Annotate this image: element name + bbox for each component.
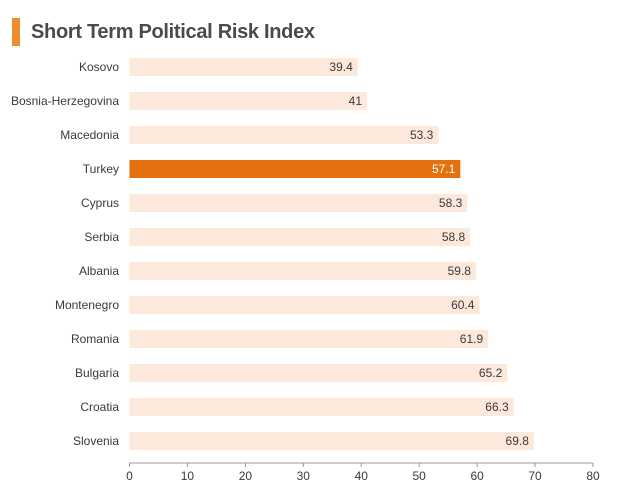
x-tick-label: 40 — [355, 469, 369, 483]
category-label: Slovenia — [73, 434, 119, 448]
x-tick-label: 50 — [413, 469, 427, 483]
x-tick-label: 70 — [528, 469, 542, 483]
bar-romania — [129, 330, 489, 348]
category-label: Serbia — [84, 230, 119, 244]
category-label: Albania — [79, 264, 119, 278]
bars-group — [129, 58, 534, 450]
value-labels: 39.4 41 53.3 57.1 58.3 58.8 59.8 60.4 61.9 65.2 66… — [329, 60, 529, 448]
category-label: Croatia — [80, 400, 119, 414]
category-label: Bulgaria — [75, 366, 119, 380]
data-label: 53.3 — [410, 128, 434, 142]
bar-turkey — [129, 160, 461, 178]
data-label: 58.3 — [439, 196, 463, 210]
category-label: Turkey — [83, 162, 119, 176]
category-label: Macedonia — [60, 128, 119, 142]
chart-title: Short Term Political Risk Index — [31, 21, 315, 43]
bar-serbia — [129, 228, 471, 246]
bar-macedonia — [129, 126, 439, 144]
x-tick-label: 60 — [470, 469, 484, 483]
x-tick-label: 30 — [297, 469, 311, 483]
data-label: 65.2 — [479, 366, 503, 380]
category-labels: Kosovo Bosnia-Herzegovina Macedonia Turkey C… — [11, 60, 119, 448]
bar-croatia — [129, 398, 514, 416]
category-label: Montenegro — [55, 298, 119, 312]
data-label: 66.3 — [485, 400, 509, 414]
data-label: 41 — [349, 94, 363, 108]
x-tick-label: 80 — [586, 469, 600, 483]
data-label: 60.4 — [451, 298, 475, 312]
data-label: 58.8 — [442, 230, 466, 244]
data-label: 39.4 — [329, 60, 353, 74]
x-tick-label: 20 — [239, 469, 253, 483]
x-axis: 0 10 20 30 40 50 60 70 80 — [126, 462, 600, 483]
bar-cyprus — [129, 194, 468, 212]
category-label: Bosnia-Herzegovina — [11, 94, 119, 108]
bar-bosnia-herzegovina — [129, 92, 368, 110]
title-accent-bar — [12, 18, 20, 46]
bar-kosovo — [129, 58, 358, 76]
category-label: Kosovo — [79, 60, 119, 74]
category-label: Cyprus — [81, 196, 119, 210]
data-label: 61.9 — [460, 332, 484, 346]
bar-slovenia — [129, 432, 534, 450]
data-label: 69.8 — [506, 434, 530, 448]
bar-albania — [129, 262, 476, 280]
bar-montenegro — [129, 296, 480, 314]
data-label: 57.1 — [432, 162, 456, 176]
bar-bulgaria — [129, 364, 508, 382]
data-label: 59.8 — [448, 264, 472, 278]
category-label: Romania — [71, 332, 119, 346]
x-tick-label: 10 — [181, 469, 195, 483]
x-tick-label: 0 — [126, 469, 133, 483]
